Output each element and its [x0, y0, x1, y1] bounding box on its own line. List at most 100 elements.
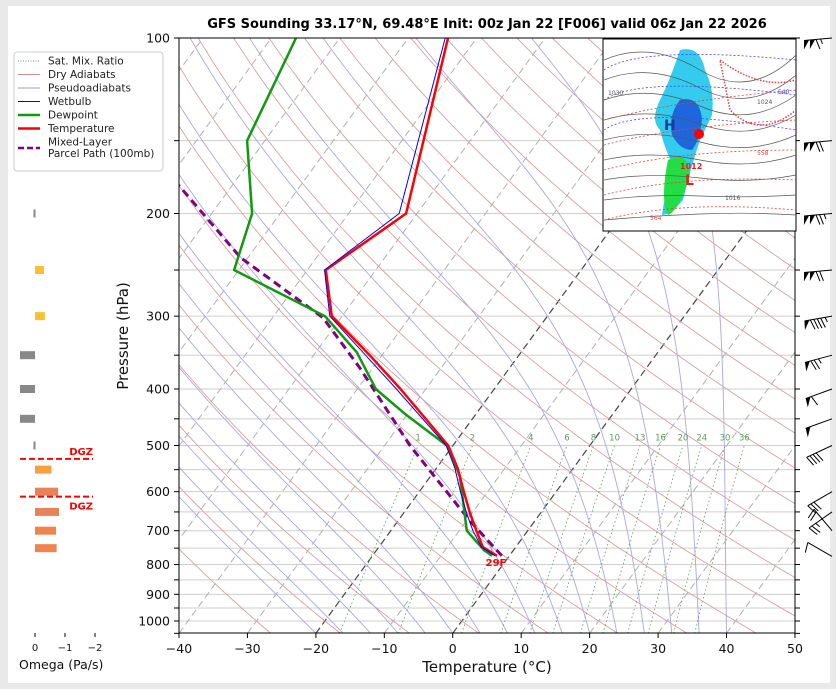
isotherm--70	[179, 38, 409, 353]
barb-shaft	[806, 445, 833, 458]
mixing-ratio-label: 30	[720, 433, 731, 443]
mixing-ratio-line	[529, 445, 594, 633]
omega-bar	[20, 414, 35, 423]
wind-barb	[805, 388, 833, 408]
map-label: 558	[757, 150, 769, 157]
map-contour	[604, 92, 796, 116]
map-label: H	[664, 118, 676, 134]
mixing-ratio-line	[398, 445, 473, 633]
mixing-ratio-label: 13	[635, 433, 646, 443]
legend-label: Dry Adiabats	[48, 69, 116, 81]
x-tick-label: −10	[371, 641, 397, 656]
dry-adiabat	[374, 38, 795, 400]
map-contour	[604, 72, 796, 99]
barb-full	[804, 542, 809, 553]
barb-full	[813, 319, 819, 329]
mixing-ratio-line	[627, 445, 684, 633]
barb-full	[806, 457, 814, 466]
barb-pennant	[804, 361, 810, 372]
legend-label: Pseudoadiabats	[48, 83, 131, 95]
barb-full	[819, 270, 824, 281]
dry-adiabat	[197, 38, 795, 579]
barb-half	[815, 523, 821, 528]
omega-bar	[35, 487, 59, 496]
omega-panel: DGZ DGZ 0 −1 −2	[20, 136, 102, 654]
barb-shaft	[813, 508, 833, 532]
location-marker	[694, 129, 704, 139]
barb-full	[807, 508, 815, 519]
map-label: 540	[778, 89, 790, 96]
x-tick-label: 0	[449, 641, 457, 656]
x-tick-label: −20	[303, 641, 329, 656]
dry-adiabat	[179, 486, 341, 633]
dgz-label: DGZ	[69, 447, 93, 458]
pseudoadiabat	[179, 282, 481, 633]
x-tick-label: 30	[650, 641, 666, 656]
barb-shaft	[804, 213, 833, 217]
parcel-path-line	[179, 184, 503, 557]
mixing-ratio-label: 2	[470, 433, 475, 443]
isotherm--60	[179, 38, 478, 447]
isotherm-50	[794, 632, 795, 633]
dry-adiabat	[179, 304, 549, 633]
precip-green	[664, 157, 690, 215]
mixing-ratio-label: 10	[609, 433, 620, 443]
omega-bar	[20, 351, 35, 360]
barb-full	[820, 317, 826, 328]
omega-bar	[20, 385, 35, 394]
chart-title: GFS Sounding 33.17°N, 69.48°E Init: 00z …	[207, 17, 767, 32]
mixing-ratio-line	[552, 445, 615, 633]
mixing-ratio-line	[500, 445, 568, 633]
dry-adiabat	[179, 364, 480, 633]
mixing-ratio-label: 24	[696, 433, 707, 443]
barb-full	[813, 359, 821, 370]
barb-pennant	[803, 142, 810, 153]
isotherm-20	[589, 351, 795, 633]
barb-full	[819, 214, 824, 225]
wind-barb	[803, 213, 833, 225]
pseudoadiabat	[179, 402, 399, 633]
wind-barb	[803, 140, 833, 153]
dgz-label: DGZ	[69, 502, 93, 513]
x-tick-label: 40	[719, 641, 735, 656]
dry-adiabat	[179, 244, 619, 633]
barb-pennant	[805, 396, 811, 408]
legend-label: Sat. Mix. Ratio	[48, 56, 124, 68]
barb-full	[810, 503, 819, 512]
omega-bar	[35, 312, 45, 321]
pseudoadiabat	[531, 38, 700, 633]
barb-pennant	[804, 320, 810, 331]
barb-full	[816, 318, 823, 329]
map-thickness-blue	[604, 54, 796, 71]
dry-adiabat	[179, 125, 757, 633]
barb-full	[813, 501, 822, 510]
x-tick-label: 50	[787, 641, 803, 656]
map-contour	[604, 194, 796, 201]
isotherm--40	[179, 38, 614, 633]
barb-full	[812, 454, 821, 463]
barb-pennant	[803, 215, 810, 225]
omega-bar	[35, 465, 52, 474]
mixing-ratio-label: 1	[415, 433, 420, 443]
barb-full	[810, 396, 818, 406]
wetbulb-line	[324, 38, 496, 557]
wind-barb	[805, 418, 833, 438]
pseudoadiabat	[179, 366, 426, 633]
legend-box	[13, 51, 164, 172]
barb-full	[815, 141, 821, 152]
y-tick-label: 900	[146, 587, 170, 602]
x-axis-label: Temperature (°C)	[421, 658, 551, 676]
legend-label: Mixed-Layer	[48, 137, 113, 149]
barb-shaft	[807, 491, 833, 507]
barb-full	[819, 141, 824, 152]
map-label: 564	[650, 215, 662, 222]
pseudoadiabat	[655, 38, 727, 633]
map-label: 1016	[725, 195, 740, 202]
barb-full	[811, 525, 821, 533]
inset-map-content: H L 1012 1016 1024 1030 540 558 564	[604, 49, 796, 222]
mixing-ratio-line	[647, 445, 703, 633]
y-axis-label: Pressure (hPa)	[114, 282, 132, 390]
dry-adiabat	[233, 38, 795, 541]
barb-full	[815, 39, 821, 50]
surface-temp-label: 29F	[486, 558, 507, 569]
